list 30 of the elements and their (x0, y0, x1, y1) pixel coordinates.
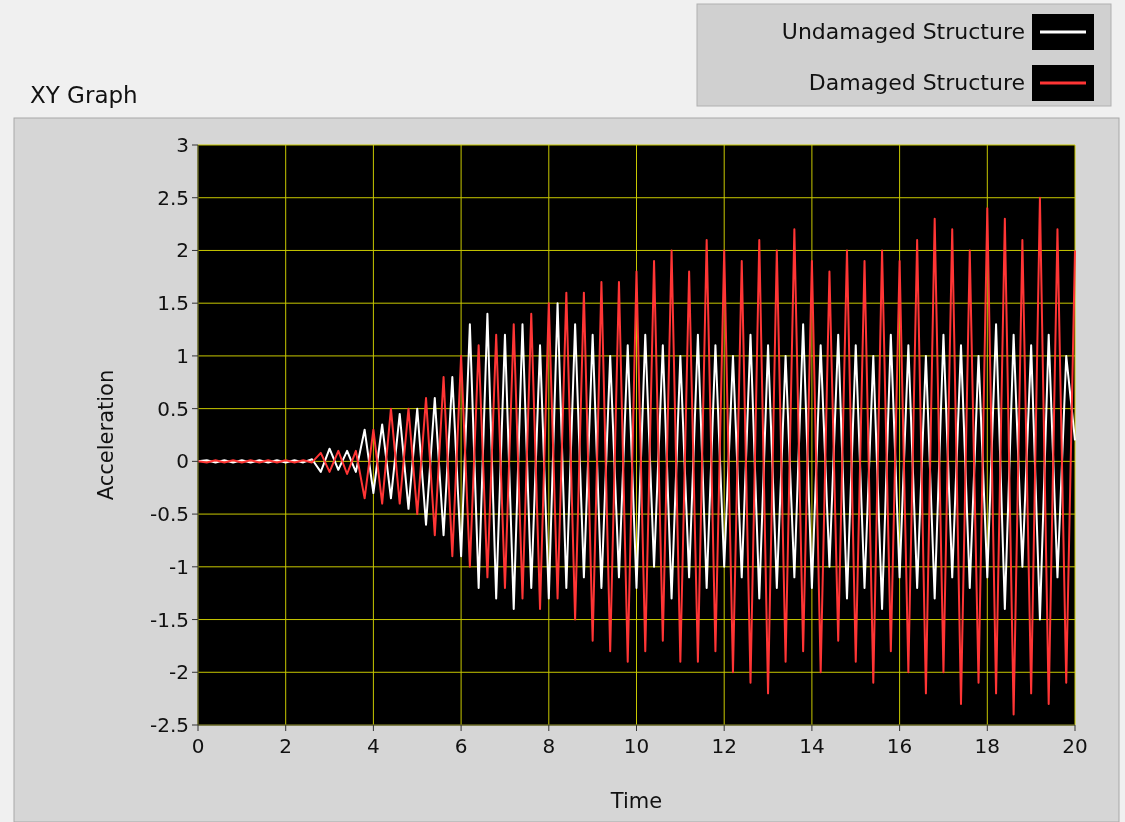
chart-title: XY Graph (30, 82, 138, 108)
y-axis-title: Acceleration (94, 369, 118, 501)
x-tick-label: 16 (886, 734, 913, 758)
y-tick-label: -0.5 (149, 502, 189, 527)
x-tick-label: 2 (279, 734, 293, 758)
line-series (197, 302, 1076, 621)
y-tick-label: 0.5 (157, 396, 189, 421)
legend-label: Damaged Structure (808, 70, 1025, 95)
x-tick-label: 18 (974, 734, 1001, 758)
x-tick-label: 12 (711, 734, 737, 758)
x-tick-label: 8 (542, 734, 556, 758)
x-tick-label: 0 (191, 734, 205, 758)
y-tick-label: -2 (169, 660, 189, 685)
y-tick-label: -2.5 (149, 713, 189, 737)
line-series (197, 196, 1076, 716)
x-tick-label: 20 (1062, 734, 1088, 758)
y-tick-label: 0 (176, 449, 189, 474)
x-tick-label: 10 (623, 734, 650, 758)
y-tick-label: -1 (169, 554, 189, 579)
x-tick-label: 14 (799, 734, 825, 758)
y-tick-label: -1.5 (149, 607, 189, 632)
y-tick-label: 1 (176, 343, 189, 368)
y-tick-label: 2 (176, 238, 189, 263)
y-tick-label: 2.5 (157, 185, 189, 210)
x-axis-title: Time (609, 789, 663, 813)
x-tick-label: 4 (367, 734, 380, 758)
x-tick-label: 6 (454, 734, 468, 758)
y-tick-label: 1.5 (157, 291, 189, 316)
legend-label: Undamaged Structure (781, 19, 1025, 44)
y-tick-label: 3 (176, 133, 189, 157)
